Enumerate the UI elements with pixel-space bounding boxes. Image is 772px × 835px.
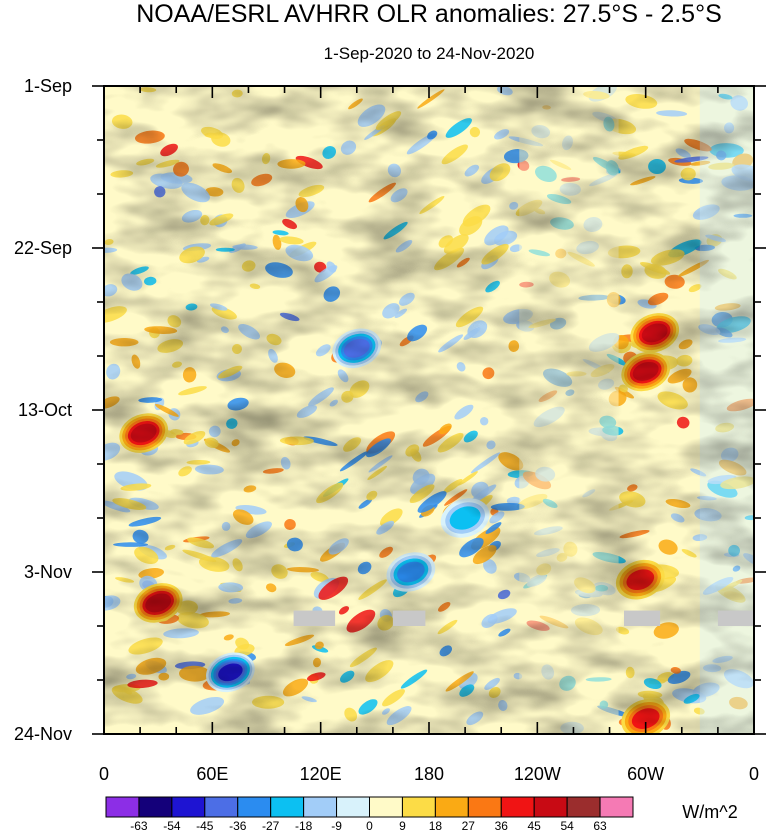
colorbar-swatch [434,796,469,818]
x-tick-label: 0 [749,764,759,784]
colorbar-swatch [237,796,272,818]
y-tick-label: 1-Sep [24,76,72,96]
colorbar-swatch [270,796,305,818]
missing-data-patch [293,610,336,626]
colorbar-swatch [500,796,535,818]
colorbar-label: -36 [229,819,247,833]
colorbar: -63 -54 -45 -36 -27 -18 -9 0 9 18 27 36 45 54 63 [105,796,634,833]
colorbar-swatch [138,796,173,818]
x-tick-label: 60W [627,764,664,784]
chart-title: NOAA/ESRL AVHRR OLR anomalies: 27.5°S - … [136,0,722,28]
y-tick-label: 13-Oct [18,400,72,420]
x-tick-label: 60E [196,764,228,784]
colorbar-swatch [171,796,206,818]
y-tick-label: 24-Nov [14,724,72,744]
colorbar-label: 9 [399,819,406,833]
y-axis: 1-Sep 22-Sep 13-Oct 3-Nov 24-Nov [14,76,766,744]
missing-data-patch [717,610,754,626]
colorbar-swatch [401,796,436,818]
x-tick-label: 0 [99,764,109,784]
missing-data-layer [293,610,754,626]
colorbar-swatch [204,796,239,818]
colorbar-swatch [303,796,338,818]
colorbar-swatch [566,796,601,818]
colorbar-label: 0 [366,819,373,833]
colorbar-swatch [467,796,502,818]
y-tick-label: 22-Sep [14,238,72,258]
colorbar-label: -27 [262,819,280,833]
colorbar-swatch [336,796,370,818]
missing-data-patch [624,610,661,626]
x-tick-label: 120E [300,764,342,784]
colorbar-swatch [599,796,634,818]
missing-data-patch [392,610,426,626]
texture-layer [104,86,754,734]
colorbar-label: 18 [429,819,443,833]
colorbar-swatch [533,796,568,818]
colorbar-label: -54 [163,819,181,833]
colorbar-swatch [105,796,140,818]
colorbar-units: W/m^2 [682,802,737,822]
colorbar-label: -45 [196,819,214,833]
y-tick-label: 3-Nov [24,562,72,582]
colorbar-swatch [369,796,403,818]
colorbar-label: -63 [130,819,148,833]
colorbar-label: 54 [560,819,574,833]
colorbar-label: -9 [331,819,342,833]
x-axis: 0 60E 120E 180 120W 60W 0 [99,86,759,784]
x-tick-label: 120W [514,764,561,784]
x-tick-label: 180 [414,764,444,784]
colorbar-label: -18 [295,819,313,833]
colorbar-label: 27 [462,819,476,833]
colorbar-label: 36 [495,819,509,833]
plot-area [104,86,754,734]
chart-subtitle: 1-Sep-2020 to 24-Nov-2020 [324,44,535,63]
colorbar-label: 63 [593,819,607,833]
colorbar-label: 45 [528,819,542,833]
